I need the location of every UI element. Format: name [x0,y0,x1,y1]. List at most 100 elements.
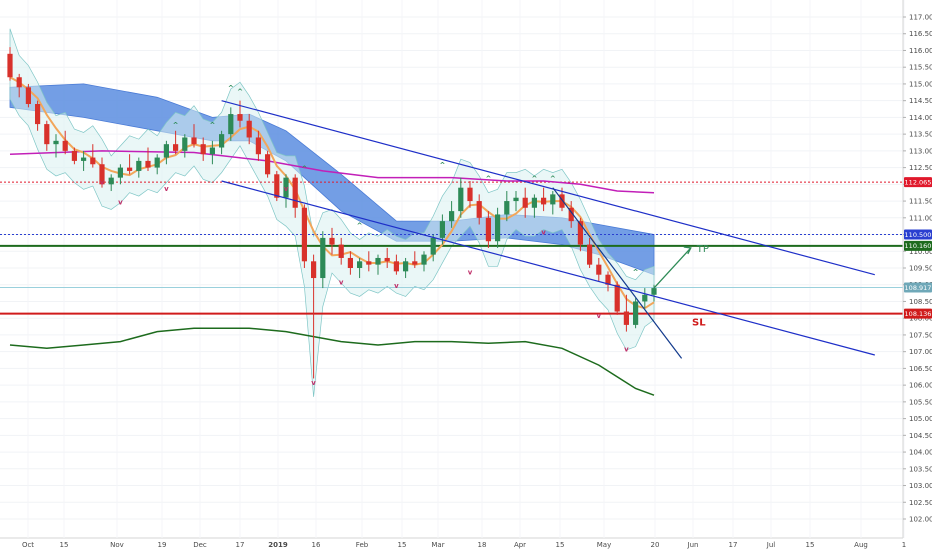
candle-body [246,120,252,138]
candle-body [182,137,188,151]
x-tick-label: 15 [398,541,407,549]
up-signal-marker: ^ [531,175,537,183]
up-signal-marker: ^ [209,121,215,129]
cloud-ribbon [9,28,655,397]
candle-body [623,311,629,325]
x-tick-label: 15 [556,541,565,549]
candle-body [16,77,22,88]
x-tick-label: 16 [312,541,321,549]
candle-body [71,150,77,161]
candle-body [163,144,169,158]
y-tick-label: 113.500 [909,131,932,139]
candle-body [357,261,363,268]
x-tick-label: 18 [478,541,487,549]
candle-body [614,284,620,312]
price-tag-label: 110.160 [905,242,932,250]
up-signal-marker: ^ [439,162,445,170]
candle-body [393,261,399,272]
up-signal-marker: ^ [301,165,307,173]
trendlines[interactable] [221,100,875,359]
x-tick-label: 2019 [268,541,288,549]
candle-body [173,144,179,151]
projection-arrow [653,247,692,289]
x-tick-label: Feb [356,541,369,549]
price-tag-label: 110.500 [905,231,932,239]
down-signal-marker: v [597,312,602,320]
down-signal-marker: v [118,198,123,206]
candle-body [449,211,455,222]
y-tick-label: 115.000 [909,80,932,88]
annotations: TP SL [692,244,709,329]
x-tick-label: 15 [806,541,815,549]
y-tick-label: 113.000 [909,147,932,155]
down-signal-marker: v [164,185,169,193]
price-tag [904,177,932,188]
trend-line[interactable] [221,180,875,356]
price-tag [904,282,932,293]
candle-body [329,237,335,245]
x-tick-label: Dec [193,541,207,549]
candle-body [522,197,528,208]
x-tick-label: 17 [236,541,245,549]
y-tick-label: 106.500 [909,365,932,373]
horizontal-levels [0,181,903,315]
trend-line[interactable] [221,100,875,276]
candle-body [439,221,445,238]
candle-body [550,194,556,205]
candle-body [301,207,307,262]
candle-body [255,137,261,155]
candle-body [25,87,31,105]
candle-body [421,254,427,265]
candle-body [403,261,409,272]
candle-body [228,114,234,135]
candle-body [513,197,519,202]
candle-body [495,214,501,242]
y-tick-label: 111.500 [909,198,932,206]
x-tick-label: Nov [110,541,124,549]
trend-line[interactable] [552,187,683,359]
x-tick-label: Jul [766,541,776,549]
y-tick-label: 116.500 [909,30,932,38]
candle-body [504,201,510,215]
candle-body [191,137,197,145]
candle-body [541,197,547,205]
candle-body [283,177,289,198]
x-tick-label: 1 [902,541,906,549]
up-signal-marker: ^ [633,269,639,277]
y-tick-label: 116.000 [909,47,932,55]
candle-body [605,274,611,285]
x-tick-label: Mar [431,541,444,549]
price-tag-label: 108.136 [905,310,932,318]
candle-body [274,174,280,198]
y-tick-label: 102.500 [909,499,932,507]
candle-body [90,157,96,165]
y-tick-label: 107.000 [909,348,932,356]
x-tick-label: Jun [687,541,699,549]
candle-body [568,207,574,222]
x-tick-label: May [597,541,611,549]
price-tag [904,229,932,240]
candle-body [265,154,271,175]
y-tick-label: 117.000 [909,14,932,22]
candle-body [559,194,565,208]
x-tick-label: Apr [514,541,526,549]
x-tick-label: 19 [158,541,167,549]
y-tick-label: 114.500 [909,97,932,105]
candle-body [127,167,133,171]
x-tick-label: 15 [60,541,69,549]
y-tick-label: 108.500 [909,298,932,306]
candle-body [412,261,418,265]
candle-body [651,288,657,295]
candle-body [384,257,390,262]
x-tick-label: Aug [854,541,868,549]
time-axis[interactable]: Oct 15 Nov 19 Dec 17 2019 16 Feb 15 Mar 18 Apr 15 May 2… [22,541,906,549]
down-signal-marker: v [339,279,344,287]
candle-body [642,294,648,302]
indicator-lines [9,76,655,396]
candle-body [338,244,344,258]
candle-body [44,124,50,145]
candle-body [292,177,298,208]
